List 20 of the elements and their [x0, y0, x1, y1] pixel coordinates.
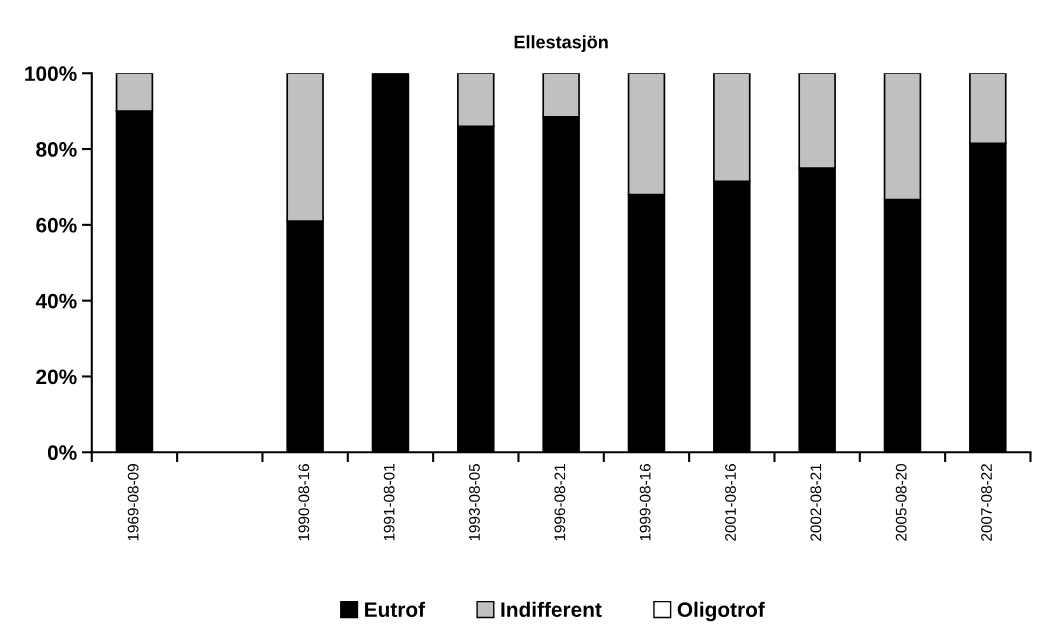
x-tick-label: 1999-08-16: [639, 464, 651, 541]
x-tick-label: 1990-08-16: [298, 464, 310, 541]
chart-title: Ellestasjön: [514, 35, 608, 52]
x-tick-label: 2007-08-22: [981, 464, 992, 541]
legend-label: Indifferent: [501, 601, 602, 618]
x-tick-label: 2002-08-21: [810, 464, 822, 541]
y-tick-label: 100%: [25, 66, 77, 82]
y-tick-label: 60%: [36, 217, 77, 233]
x-tick-label: 2001-08-16: [725, 464, 736, 541]
y-tick-label: 0%: [47, 445, 77, 461]
x-tick-label: 1969-08-09: [127, 464, 139, 541]
legend-label: Eutrof: [365, 601, 426, 618]
x-tick-label: 2005-08-20: [895, 463, 907, 541]
y-tick-label: 80%: [36, 142, 77, 157]
x-tick-label: 1991-08-01: [383, 464, 395, 541]
y-tick-label: 20%: [36, 369, 77, 385]
y-tick-label: 40%: [35, 293, 77, 309]
legend-label: Oligotrof: [677, 601, 765, 622]
x-tick-label: 1993-08-05: [469, 464, 480, 541]
x-tick-label: 1996-08-21: [554, 464, 566, 541]
